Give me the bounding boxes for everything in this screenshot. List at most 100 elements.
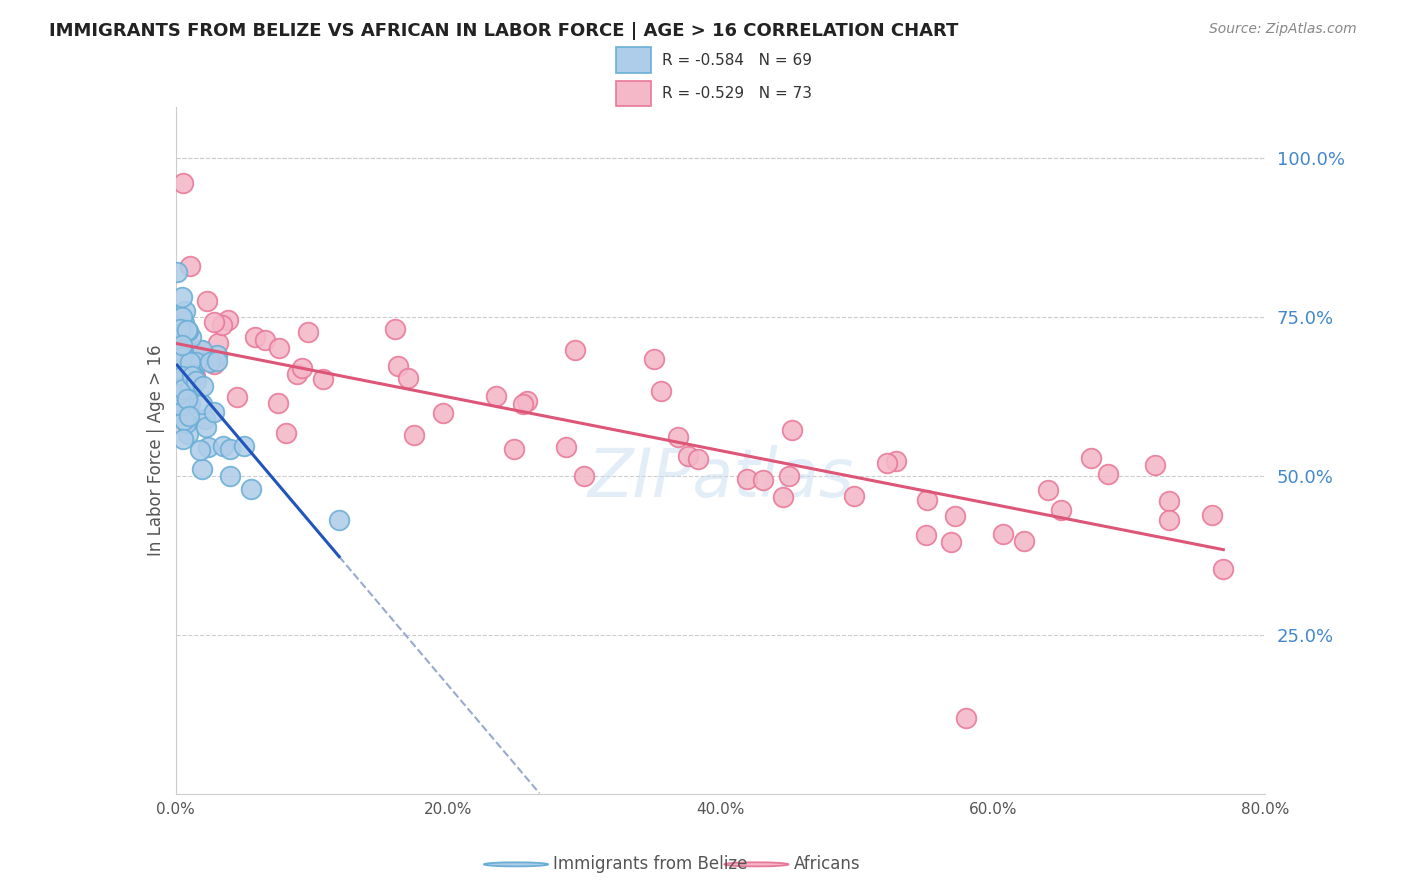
Point	[173, 316, 195, 330]
Point	[167, 369, 190, 384]
Point	[432, 406, 454, 420]
Point	[396, 371, 419, 385]
Point	[643, 351, 665, 366]
Point	[312, 372, 335, 386]
Point	[167, 375, 190, 389]
Point	[174, 303, 197, 318]
Point	[166, 393, 188, 408]
Point	[676, 450, 699, 464]
Point	[202, 315, 225, 329]
Point	[1144, 458, 1167, 472]
Point	[884, 454, 907, 468]
Point	[170, 338, 193, 352]
Point	[943, 508, 966, 523]
Point	[202, 405, 225, 419]
Point	[194, 420, 217, 434]
Point	[174, 355, 197, 369]
Point	[172, 310, 194, 324]
Point	[1212, 562, 1234, 576]
Point	[1012, 534, 1035, 549]
Point	[202, 357, 225, 371]
Point	[939, 535, 962, 549]
Point	[1038, 483, 1060, 497]
Text: IMMIGRANTS FROM BELIZE VS AFRICAN IN LABOR FORCE | AGE > 16 CORRELATION CHART: IMMIGRANTS FROM BELIZE VS AFRICAN IN LAB…	[49, 22, 959, 40]
Point	[180, 367, 202, 381]
Point	[166, 321, 188, 335]
Point	[167, 407, 190, 421]
Point	[842, 490, 865, 504]
Point	[1080, 450, 1102, 465]
Point	[180, 354, 202, 368]
Point	[176, 322, 198, 336]
Point	[485, 389, 508, 403]
Point	[180, 330, 202, 344]
Point	[502, 442, 524, 456]
Point	[194, 412, 217, 426]
Point	[915, 493, 938, 508]
Point	[751, 473, 773, 487]
Point	[650, 384, 672, 398]
Point	[384, 322, 406, 336]
Point	[172, 344, 194, 359]
Point	[172, 177, 194, 191]
Point	[169, 321, 191, 335]
Point	[191, 343, 214, 357]
Point	[1159, 494, 1181, 508]
Point	[217, 313, 239, 327]
Point	[173, 368, 195, 382]
Point	[190, 343, 212, 357]
Point	[186, 374, 208, 388]
Point	[516, 394, 538, 409]
Point	[225, 390, 247, 404]
Point	[177, 324, 200, 338]
Point	[772, 490, 794, 504]
Point	[780, 423, 803, 437]
Point	[190, 397, 212, 411]
Point	[170, 343, 193, 358]
Circle shape	[484, 863, 548, 866]
Point	[191, 461, 214, 475]
Point	[1159, 513, 1181, 527]
Point	[166, 265, 188, 279]
Text: Immigrants from Belize: Immigrants from Belize	[554, 855, 748, 873]
Point	[174, 380, 197, 394]
Point	[172, 367, 194, 381]
Point	[169, 378, 191, 392]
Point	[183, 367, 205, 381]
Point	[167, 352, 190, 367]
Point	[172, 382, 194, 396]
Point	[955, 710, 977, 724]
Point	[170, 371, 193, 385]
Point	[267, 342, 290, 356]
Text: ZIPatlas: ZIPatlas	[588, 445, 853, 511]
Point	[387, 359, 409, 374]
Point	[173, 363, 195, 377]
Point	[686, 451, 709, 466]
Point	[328, 513, 350, 527]
Point	[297, 325, 319, 339]
Point	[170, 368, 193, 383]
Point	[915, 527, 938, 541]
Point	[1097, 467, 1119, 482]
Point	[274, 426, 297, 441]
Point	[778, 469, 800, 483]
Text: R = -0.584   N = 69: R = -0.584 N = 69	[662, 53, 813, 68]
Point	[172, 351, 194, 365]
Point	[177, 397, 200, 411]
Point	[172, 380, 194, 394]
Point	[166, 373, 188, 387]
Point	[169, 386, 191, 401]
Point	[207, 336, 229, 351]
Point	[170, 344, 193, 359]
Point	[232, 439, 254, 453]
Point	[876, 457, 898, 471]
Point	[181, 367, 204, 381]
Point	[245, 329, 267, 343]
Point	[254, 333, 277, 347]
Point	[512, 397, 534, 411]
Point	[179, 382, 201, 396]
Point	[991, 526, 1014, 541]
Point	[179, 397, 201, 411]
Point	[183, 346, 205, 360]
Point	[219, 469, 242, 483]
